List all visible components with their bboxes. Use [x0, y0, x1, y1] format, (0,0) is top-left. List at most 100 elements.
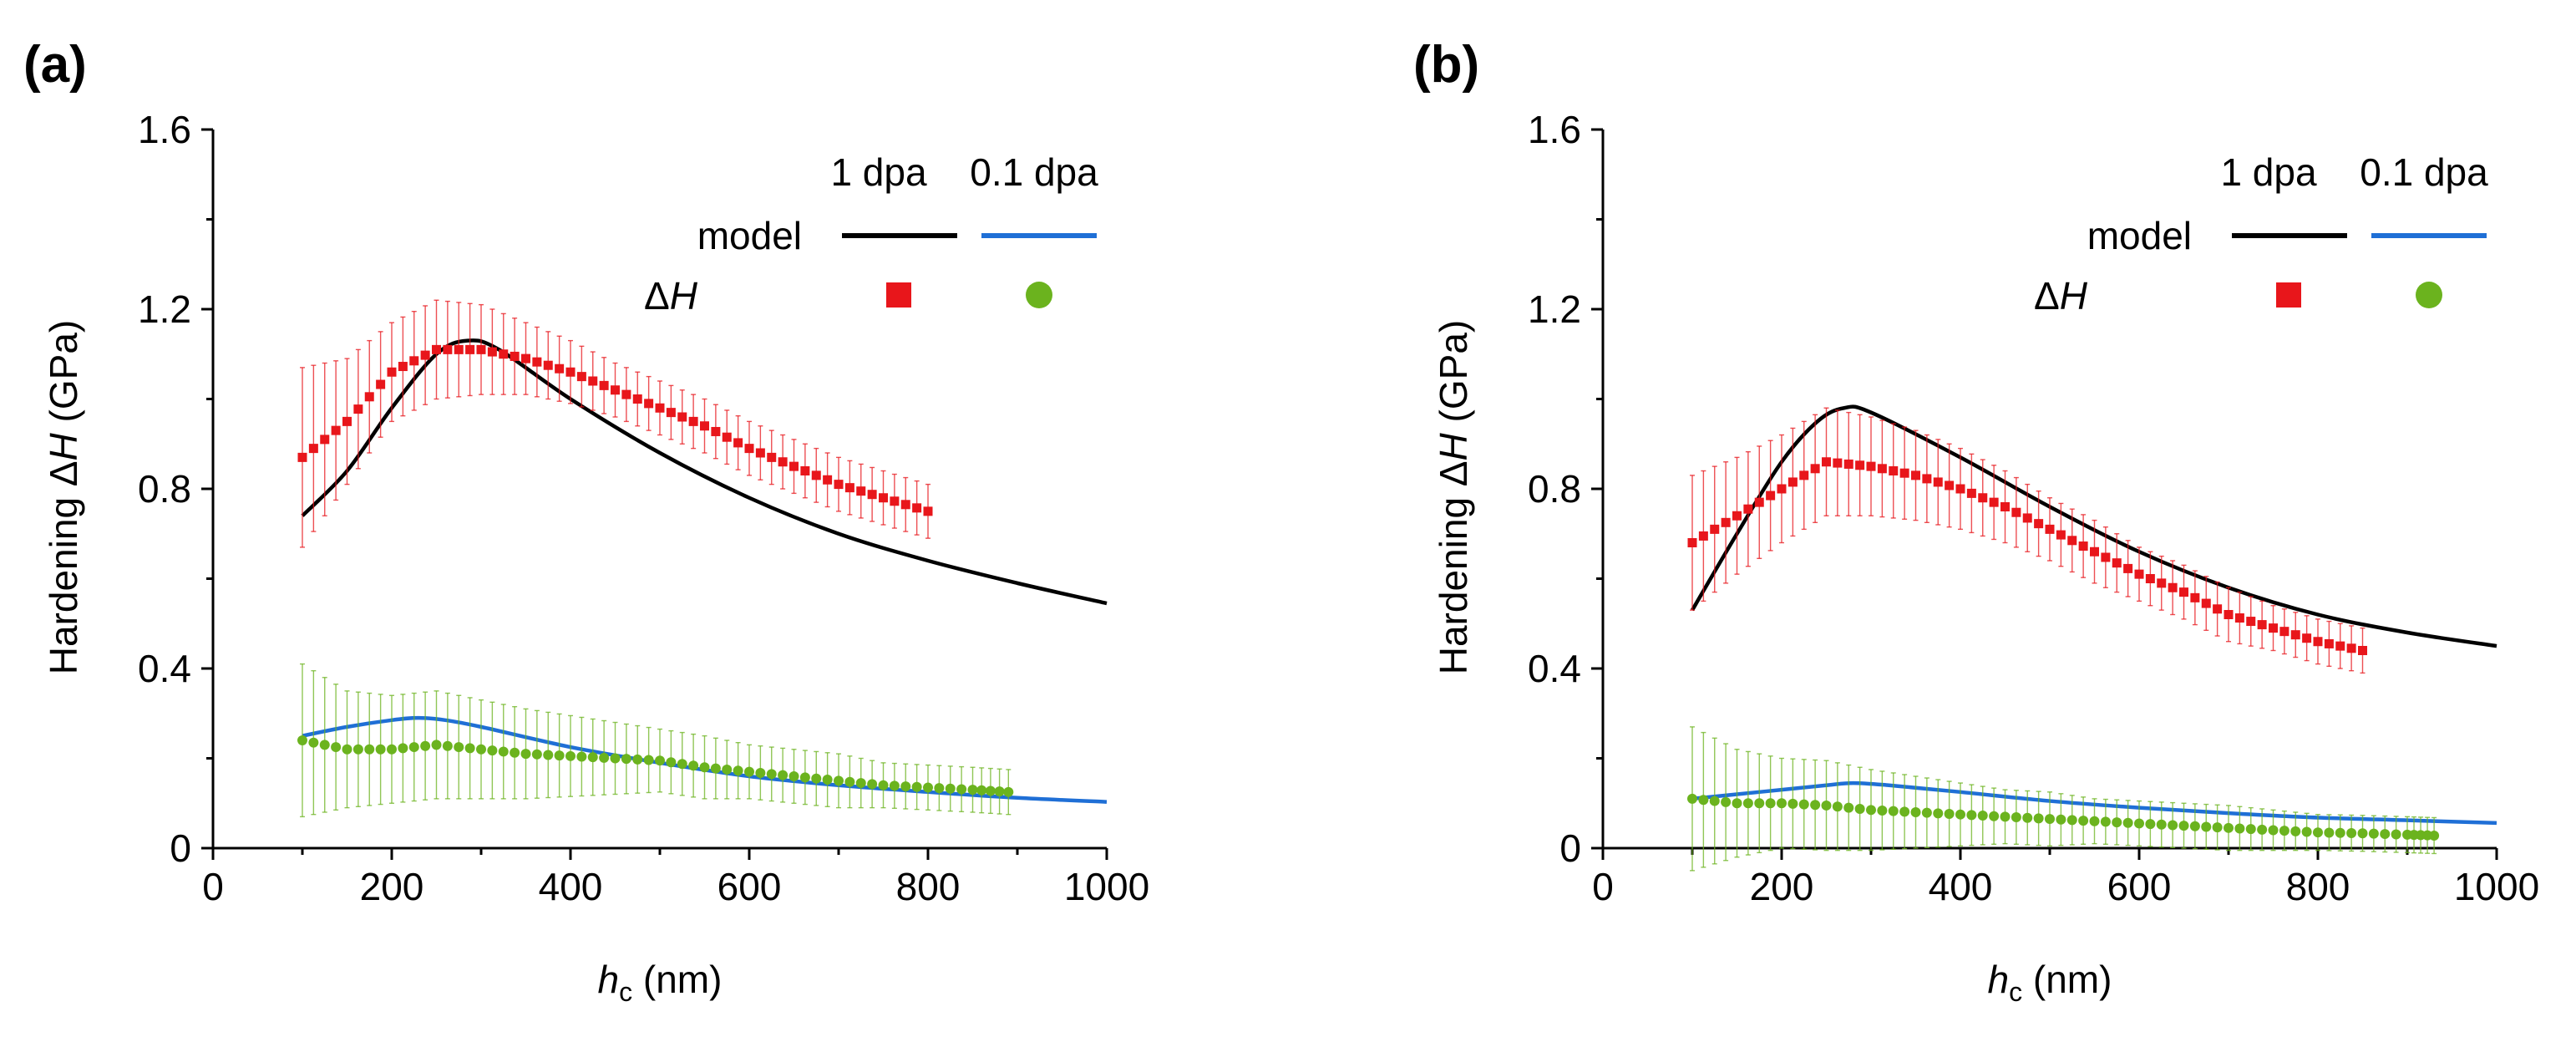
data-point-circle-a [498, 746, 509, 757]
data-point-square-b [2358, 646, 2367, 655]
data-point-circle-b [2279, 826, 2289, 836]
data-point-square-b [2157, 578, 2167, 588]
data-point-square-a [364, 392, 374, 402]
data-point-square-b [2302, 633, 2312, 643]
data-point-circle-b [1877, 805, 1888, 816]
data-point-circle-a [442, 740, 453, 751]
x-tick-label-b: 800 [2286, 865, 2350, 908]
legend-header-01dpa-a: 0.1 dpa [970, 150, 1098, 194]
data-point-square-a [611, 385, 620, 395]
data-point-circle-a [778, 770, 789, 780]
data-point-circle-b [1777, 798, 1787, 809]
data-point-circle-a [632, 754, 643, 765]
data-point-circle-b [1754, 798, 1765, 809]
data-point-square-a [755, 448, 765, 458]
data-point-circle-b [1709, 796, 1720, 806]
data-point-square-b [1899, 468, 1909, 478]
data-point-circle-a [408, 742, 419, 753]
data-point-circle-a [934, 783, 945, 794]
panel-label-a: (a) [23, 36, 87, 94]
x-tick-label-b: 200 [1750, 865, 1814, 908]
data-point-circle-b [2212, 822, 2223, 833]
data-point-square-b [2112, 558, 2122, 568]
legend-label-dh-b: ΔH [2034, 274, 2088, 318]
data-point-circle-a [655, 755, 665, 766]
data-point-circle-b [2112, 817, 2122, 828]
data-point-circle-b [2145, 819, 2156, 830]
data-point-square-a [555, 363, 565, 374]
data-point-circle-b [1866, 805, 1876, 816]
x-tick-label-b: 0 [1592, 865, 1614, 908]
data-point-circle-a [722, 764, 733, 775]
data-point-square-b [1687, 538, 1697, 547]
data-point-square-b [2067, 536, 2077, 546]
data-point-square-a [811, 470, 821, 480]
data-point-circle-b [2156, 819, 2167, 830]
data-point-square-b [1777, 484, 1787, 494]
data-point-square-a [823, 475, 833, 485]
data-point-circle-a [844, 776, 855, 787]
data-point-circle-b [2380, 829, 2391, 840]
data-point-square-a [543, 360, 553, 370]
data-point-square-a [700, 421, 709, 431]
data-point-circle-a [855, 778, 866, 789]
series-line-b-0 [1691, 404, 2497, 648]
data-point-circle-a [699, 762, 710, 773]
data-point-circle-a [911, 781, 922, 792]
data-point-square-b [2324, 638, 2334, 648]
data-point-circle-b [2268, 825, 2279, 836]
data-point-circle-a [710, 763, 721, 774]
data-point-circle-b [2178, 821, 2189, 831]
data-point-square-a [521, 353, 530, 363]
y-tick-label-b: 0 [1559, 826, 1581, 870]
data-point-circle-a [889, 780, 900, 791]
x-tick-label-b: 400 [1929, 865, 1993, 908]
data-point-circle-b [1810, 800, 1821, 811]
data-point-square-b [2279, 627, 2289, 637]
data-point-circle-b [1787, 798, 1798, 809]
data-point-square-a [443, 344, 453, 354]
data-point-circle-b [2346, 827, 2357, 838]
data-point-square-b [2179, 587, 2188, 597]
data-point-circle-b [1989, 811, 2000, 821]
y-tick-label-a: 1.2 [138, 287, 191, 331]
data-point-circle-a [342, 744, 352, 755]
data-point-square-a [331, 425, 341, 435]
data-point-square-b [1787, 477, 1798, 487]
data-point-square-b [1799, 470, 1809, 480]
data-point-square-b [1989, 497, 1999, 507]
data-point-square-b [2145, 574, 2155, 583]
data-point-square-a [599, 380, 609, 390]
data-point-square-a [789, 461, 799, 471]
data-point-circle-a [576, 751, 587, 762]
data-point-circle-a [520, 749, 531, 760]
data-point-circle-b [1921, 807, 1932, 818]
data-point-circle-b [2234, 823, 2245, 834]
data-point-circle-b [2201, 821, 2212, 832]
data-point-circle-b [2089, 816, 2100, 826]
data-point-circle-b [2391, 829, 2401, 840]
data-point-square-b [1743, 504, 1753, 514]
data-point-circle-a [464, 743, 475, 754]
data-point-circle-a [599, 752, 610, 763]
data-point-circle-b [1933, 808, 1944, 819]
data-point-circle-b [2033, 813, 2044, 824]
data-point-square-b [1710, 524, 1720, 534]
data-point-square-a [923, 506, 933, 516]
data-point-square-b [1698, 531, 1708, 541]
data-point-square-a [912, 503, 922, 513]
data-point-square-b [2335, 641, 2345, 651]
data-point-circle-a [420, 740, 431, 751]
data-point-square-b [1721, 517, 1731, 527]
data-point-circle-b [1832, 801, 1843, 812]
data-point-square-a [722, 432, 732, 442]
y-tick-label-a: 0 [170, 826, 191, 870]
data-point-square-b [1966, 488, 1976, 498]
data-point-circle-a [610, 753, 621, 764]
data-point-circle-b [2122, 817, 2133, 828]
data-point-square-a [476, 344, 486, 354]
data-point-circle-a [543, 750, 554, 760]
data-point-square-b [2168, 582, 2178, 592]
data-point-circle-b [1821, 800, 1832, 811]
data-point-square-a [856, 486, 866, 496]
